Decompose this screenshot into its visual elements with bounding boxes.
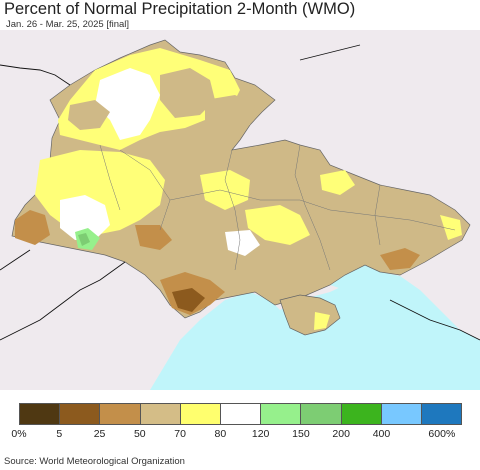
legend-swatch-0: [20, 404, 61, 424]
legend-swatch-6: [261, 404, 302, 424]
legend-swatch-10: [421, 404, 462, 424]
legend-label: 120: [251, 428, 270, 440]
west-white-area: [60, 195, 110, 240]
legend-label: 200: [332, 428, 350, 440]
legend-label: 600%: [428, 428, 456, 440]
region-borders: [99, 144, 456, 271]
precipitation-map: [0, 30, 480, 390]
legend-label: 150: [292, 428, 310, 440]
legend-label: 5: [56, 428, 63, 440]
south-dry-5: [172, 288, 205, 312]
north-dry-patch-1: [160, 68, 215, 118]
legend-label: 400: [372, 428, 391, 440]
legend-swatch-5: [220, 404, 262, 424]
legend-swatch-2: [100, 404, 141, 424]
southeast-dry-25: [380, 248, 420, 270]
legend-color-bar: [19, 403, 462, 425]
country-borders: [0, 44, 480, 341]
legend-label: 80: [214, 428, 227, 440]
map-subtitle: Jan. 26 - Mar. 25, 2025 [final]: [6, 19, 130, 30]
legend-swatch-3: [140, 404, 181, 424]
legend-swatch-4: [180, 404, 221, 424]
north-dry-patch-2: [68, 100, 110, 130]
legend-swatch-9: [381, 404, 422, 424]
source-credit: Source: World Meteorological Organizatio…: [4, 456, 185, 467]
north-dry-patch-3: [205, 95, 255, 135]
legend-swatch-8: [341, 404, 382, 424]
legend-label: 70: [174, 428, 186, 440]
west-wet-core: [78, 233, 90, 246]
legend-label: 50: [133, 428, 146, 440]
west-dry-patch: [15, 210, 50, 245]
north-white-area: [95, 68, 160, 140]
legend-swatch-1: [60, 404, 101, 424]
legend-label: 0%: [11, 428, 27, 440]
legend-swatch-7: [301, 404, 342, 424]
legend-labels: 0% 5 25 50 70 80 120 150 200 400 600%: [0, 428, 480, 442]
crimea-yellow-patch: [314, 312, 330, 330]
east-yellow-patch: [320, 170, 355, 195]
central-yellow-patch-1: [200, 170, 250, 210]
legend-label: 25: [93, 428, 106, 440]
central-yellow-patch-2: [245, 205, 310, 245]
map-title: Percent of Normal Precipitation 2-Month …: [4, 0, 356, 18]
central-white-patch: [225, 230, 260, 256]
central-dry-25: [135, 225, 172, 250]
east-yellow-patch-2: [440, 215, 462, 240]
